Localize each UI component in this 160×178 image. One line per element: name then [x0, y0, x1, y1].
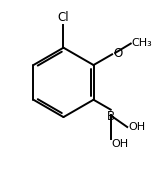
Text: O: O: [113, 47, 122, 60]
Text: OH: OH: [112, 139, 129, 149]
Text: OH: OH: [128, 122, 145, 132]
Text: Cl: Cl: [58, 11, 69, 24]
Text: CH₃: CH₃: [132, 38, 152, 48]
Text: B: B: [107, 111, 115, 124]
